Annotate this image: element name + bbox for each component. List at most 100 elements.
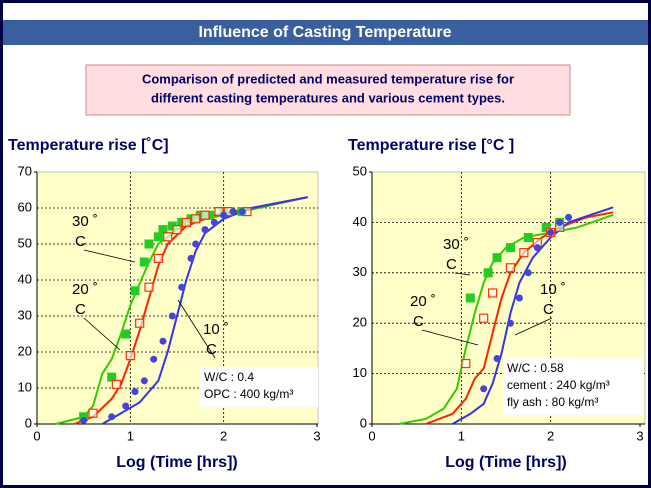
annotation: 20 ˚ <box>72 281 98 298</box>
marker <box>200 210 210 220</box>
note: fly ash : 80 kg/m³ <box>507 395 598 409</box>
marker <box>492 253 502 263</box>
marker <box>150 355 158 363</box>
marker <box>210 218 218 226</box>
marker <box>519 248 529 258</box>
marker <box>111 379 121 389</box>
marker <box>121 329 131 339</box>
marker <box>493 354 501 362</box>
marker <box>163 232 173 242</box>
annotation: 30 ˚ <box>443 236 469 253</box>
marker <box>135 318 145 328</box>
note: W/C : 0.4 <box>204 370 254 384</box>
annotation: 10 ˚ <box>203 321 229 338</box>
marker <box>488 288 498 298</box>
marker <box>192 240 200 248</box>
note: cement : 240 kg/m³ <box>507 378 610 392</box>
y-tick-label: 0 <box>25 415 32 430</box>
y-tick-label: 20 <box>18 343 32 358</box>
marker <box>480 385 488 393</box>
x-tick-label: 1 <box>458 428 465 443</box>
x-axis-label: Log (Time [hrs]) <box>116 454 237 471</box>
marker <box>178 283 186 291</box>
marker <box>533 244 541 252</box>
marker <box>131 388 139 396</box>
marker <box>556 218 564 226</box>
marker <box>144 239 154 249</box>
y-tick-label: 20 <box>353 315 367 330</box>
marker <box>506 319 514 327</box>
annotation: 20 ˚ <box>410 293 436 310</box>
x-tick-label: 3 <box>313 428 320 443</box>
marker <box>122 402 130 410</box>
y-tick-label: 60 <box>18 199 32 214</box>
x-tick-label: 0 <box>33 428 40 443</box>
x-tick-label: 2 <box>220 428 227 443</box>
x-tick-label: 2 <box>547 428 554 443</box>
annotation: C <box>413 313 424 330</box>
marker <box>153 253 163 263</box>
y-tick-label: 50 <box>353 163 367 178</box>
marker <box>461 358 471 369</box>
marker <box>88 408 98 418</box>
marker <box>195 210 205 220</box>
y-axis-label: Temperature rise [˚C] <box>8 137 169 154</box>
x-tick-label: 0 <box>368 428 375 443</box>
y-tick-label: 40 <box>353 214 367 229</box>
annotation: 10 ˚ <box>540 281 566 298</box>
y-tick-label: 40 <box>18 271 32 286</box>
y-tick-label: 70 <box>18 163 32 178</box>
marker <box>220 211 228 219</box>
y-tick-label: 10 <box>18 379 32 394</box>
marker <box>144 282 154 292</box>
y-tick-label: 0 <box>360 415 367 430</box>
marker <box>167 221 177 231</box>
marker <box>172 225 182 235</box>
marker <box>505 243 515 253</box>
marker <box>108 413 116 421</box>
line <box>73 196 308 425</box>
y-tick-label: 30 <box>18 307 32 322</box>
subtitle-box <box>85 64 571 116</box>
marker <box>80 416 88 424</box>
y-tick-label: 50 <box>18 235 32 250</box>
leader-line <box>514 317 553 336</box>
marker <box>483 268 493 278</box>
marker <box>186 214 196 224</box>
marker <box>107 372 117 382</box>
marker <box>158 225 168 235</box>
marker <box>187 254 195 262</box>
marker <box>181 217 191 227</box>
annotation: 30 ˚ <box>72 213 98 230</box>
marker <box>565 213 573 221</box>
marker <box>229 208 237 216</box>
marker <box>201 226 209 234</box>
marker <box>479 313 489 323</box>
note-box <box>503 358 643 415</box>
marker <box>505 263 516 273</box>
marker <box>191 214 201 224</box>
slide-title: Influence of Casting Temperature <box>198 24 451 41</box>
leader-line <box>177 299 216 359</box>
marker <box>547 228 555 236</box>
marker <box>177 217 187 227</box>
annotation: C <box>75 233 86 250</box>
annotation: C <box>446 256 457 273</box>
x-tick-label: 3 <box>636 428 643 443</box>
marker <box>219 207 229 217</box>
y-tick-label: 10 <box>353 365 367 380</box>
annotation: C <box>206 341 217 358</box>
note: OPC : 400 kg/m³ <box>204 387 293 401</box>
x-tick-label: 1 <box>127 428 134 443</box>
leader-line <box>421 329 479 346</box>
marker <box>139 257 149 267</box>
annotation: C <box>75 301 86 318</box>
subtitle: different casting temperatures and vario… <box>151 90 505 105</box>
y-tick-label: 30 <box>353 264 367 279</box>
marker <box>515 294 523 302</box>
marker <box>214 207 224 217</box>
marker <box>159 337 167 345</box>
marker <box>205 210 215 220</box>
marker <box>79 412 89 422</box>
